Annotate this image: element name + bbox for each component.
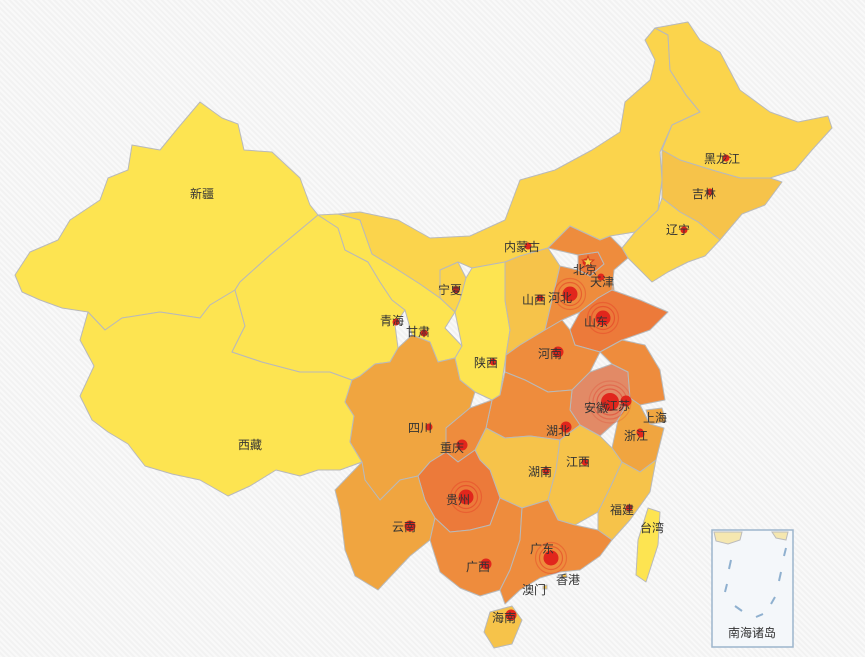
- label-e6b2b3e58c97: 河北: [548, 291, 572, 305]
- label-e9bb91e9be99e6b19f: 黑龙江: [704, 152, 740, 166]
- label-e5b9bfe4b89c: 广东: [530, 542, 554, 556]
- label-e9878de5ba86: 重庆: [440, 441, 464, 455]
- label-e99995e8a5bf: 陕西: [474, 355, 498, 370]
- marker-e8b4b5e5b79e[interactable]: [458, 489, 474, 505]
- label-e59b9be5b79d: 四川: [408, 421, 432, 435]
- marker-e5a4a9e6b4a5[interactable]: [597, 273, 605, 281]
- label-e8b4b5e5b79e: 贵州: [446, 493, 470, 507]
- marker-e5b1b1e8a5bf[interactable]: [536, 294, 544, 302]
- marker-e59089e69e97[interactable]: [706, 188, 714, 196]
- marker-e6b599e6b19f[interactable]: [636, 428, 644, 436]
- province-e5b9bfe4b89c[interactable]: [499, 499, 613, 605]
- label-e5a4a9e6b4a5: 天津: [590, 275, 614, 289]
- marker-e6b19fe88b8f[interactable]: [620, 395, 632, 407]
- label-e6b5b7e58d97: 海南: [492, 610, 516, 625]
- marker-ring-e5b1b1e4b89c: [590, 305, 616, 331]
- label-e696b0e79686: 新疆: [190, 186, 214, 201]
- label-e59089e69e97: 吉林: [692, 187, 716, 201]
- marker-e5b1b1e4b89c[interactable]: [595, 310, 611, 326]
- south-china-sea-inset: 南海诸岛: [711, 529, 794, 648]
- label-e79498e88283: 甘肃: [406, 325, 430, 339]
- label-e6beb3e997a8: 澳门: [522, 582, 546, 597]
- marker-e5b9bfe8a5bf[interactable]: [480, 558, 492, 570]
- marker-e8bebde5ae81[interactable]: [680, 226, 688, 234]
- label-e4ba91e58d97: 云南: [392, 519, 416, 534]
- label-e5ae81e5a48f: 宁夏: [438, 282, 462, 297]
- label-e7a68fe5bbba: 福建: [610, 502, 634, 517]
- label-e6b996e58d97: 湖南: [528, 464, 552, 479]
- marker-e99d92e6b5b7[interactable]: [392, 318, 400, 326]
- marker-e6b5b7e58d97[interactable]: [505, 609, 517, 621]
- markers-layer: [392, 154, 730, 621]
- label-e6b599e6b19f: 浙江: [624, 429, 648, 443]
- marker-e58685e89299e58fa4[interactable]: [524, 242, 532, 250]
- marker-e6b2b3e58c97[interactable]: [562, 286, 578, 302]
- marker-e9878de5ba86[interactable]: [456, 439, 468, 451]
- label-e5b1b1e4b89c: 山东: [584, 315, 608, 329]
- province-e9a699e6b8af[interactable]: [561, 572, 568, 579]
- label-e6b2b3e58d97: 河南: [538, 346, 562, 361]
- province-e4ba91e58d97[interactable]: [334, 461, 436, 591]
- label-e58fb0e6b9be: 台湾: [640, 520, 664, 535]
- label-e5b9bfe8a5bf: 广西: [466, 560, 490, 574]
- marker-e5ae89e5bebd[interactable]: [601, 393, 619, 411]
- province-e6b19fe88b8f[interactable]: [599, 339, 666, 406]
- marker-e99995e8a5bf[interactable]: [489, 358, 497, 366]
- province-e4b88ae6b5b7[interactable]: [645, 407, 667, 425]
- label-e99d92e6b5b7: 青海: [380, 313, 404, 328]
- marker-ring-e8b4b5e5b79e: [449, 480, 483, 514]
- marker-e6b996e58d97[interactable]: [542, 467, 550, 475]
- label-e4b88ae6b5b7: 上海: [643, 410, 667, 425]
- label-e9a699e6b8af: 香港: [556, 573, 580, 587]
- marker-e7a68fe5bbba[interactable]: [625, 504, 633, 512]
- label-e6b19fe88b8f: 江苏: [606, 399, 630, 413]
- province-e8bebde5ae81[interactable]: [621, 197, 721, 283]
- label-e8bebde5ae81: 辽宁: [666, 222, 690, 237]
- province-e9bb91e9be99e6b19f[interactable]: [654, 21, 833, 179]
- province-e6beb3e997a8[interactable]: [542, 584, 548, 590]
- province-e58fb0e6b9be[interactable]: [635, 507, 661, 583]
- marker-e5b9bfe4b89c[interactable]: [543, 550, 559, 566]
- label-e58685e89299e58fa4: 内蒙古: [504, 239, 540, 254]
- marker-ring-e8b4b5e5b79e: [453, 484, 479, 510]
- marker-e79498e88283[interactable]: [420, 329, 428, 337]
- marker-e59b9be5b79d[interactable]: [425, 423, 433, 431]
- star-icon: [581, 254, 595, 269]
- marker-e4ba91e58d97[interactable]: [404, 520, 416, 532]
- marker-e9bb91e9be99e6b19f[interactable]: [722, 154, 730, 162]
- inset-title: 南海诸岛: [728, 625, 776, 640]
- marker-e6b19fe8a5bf[interactable]: [581, 458, 589, 466]
- label-e6b19fe8a5bf: 江西: [566, 455, 590, 469]
- marker-ring-e6b2b3e58c97: [553, 277, 587, 311]
- inset-mainland-coast: [713, 531, 743, 545]
- marker-ring-e5b9bfe4b89c: [538, 545, 564, 571]
- marker-e6b2b3e58d97[interactable]: [552, 346, 564, 358]
- marker-ring-e5b1b1e4b89c: [586, 301, 620, 335]
- inset-taiwan-coast: [771, 531, 789, 541]
- label-e5b1b1e8a5bf: 山西: [522, 293, 546, 307]
- label-e5ae89e5bebd: 安徽: [584, 400, 608, 415]
- label-e58c97e4baac: 北京: [573, 263, 597, 277]
- inset-dash-line: [724, 547, 787, 618]
- province-e6b2b3e58c97[interactable]: [544, 225, 629, 331]
- marker-ring-e6b2b3e58c97: [557, 281, 583, 307]
- marker-e6b996e58c97[interactable]: [560, 421, 572, 433]
- label-e6b996e58c97: 湖北: [546, 423, 570, 438]
- marker-ring-e5b9bfe4b89c: [534, 541, 568, 575]
- marker-e5ae81e5a48f[interactable]: [452, 286, 460, 294]
- label-e8a5bfe8978f: 西藏: [238, 438, 262, 452]
